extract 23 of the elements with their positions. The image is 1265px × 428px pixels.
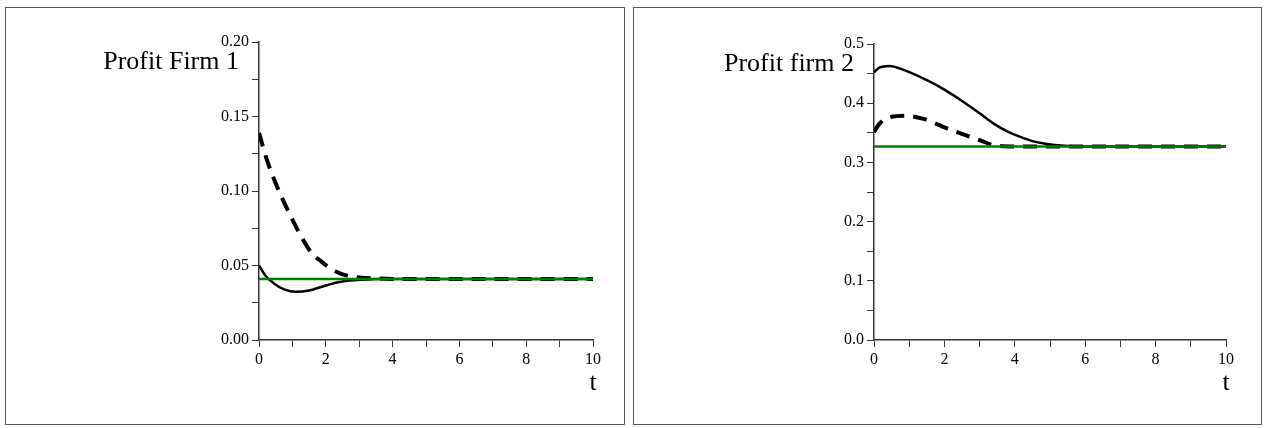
x-tick-label: 10 <box>1218 349 1234 367</box>
x-tick-label: 8 <box>522 349 531 367</box>
x-tick-label: 2 <box>321 349 330 367</box>
y-tick-label: 0.00 <box>221 330 249 348</box>
x-tick-label: 4 <box>1010 349 1019 367</box>
y-tick-label: 0.4 <box>844 93 864 111</box>
x-tick-label: 10 <box>585 349 601 367</box>
x-axis-title: t <box>589 366 598 396</box>
y-tick-label: 0.0 <box>844 330 864 348</box>
x-tick-label: 8 <box>1151 349 1160 367</box>
x-tick-label: 0 <box>870 349 878 367</box>
x-tick-label: 6 <box>455 349 464 367</box>
x-tick-label: 0 <box>255 349 263 367</box>
x-axis-title: t <box>1222 366 1231 396</box>
y-tick-label: 0.05 <box>221 255 249 273</box>
y-tick-label: 0.2 <box>844 211 864 229</box>
x-tick-label: 2 <box>940 349 949 367</box>
y-tick-label: 0.3 <box>844 152 864 170</box>
x-tick-label: 6 <box>1081 349 1090 367</box>
y-tick-label: 0.1 <box>844 271 864 288</box>
y-tick-label: 0.15 <box>221 106 249 124</box>
x-tick-label: 4 <box>388 349 397 367</box>
y-tick-label: 0.10 <box>221 181 249 199</box>
